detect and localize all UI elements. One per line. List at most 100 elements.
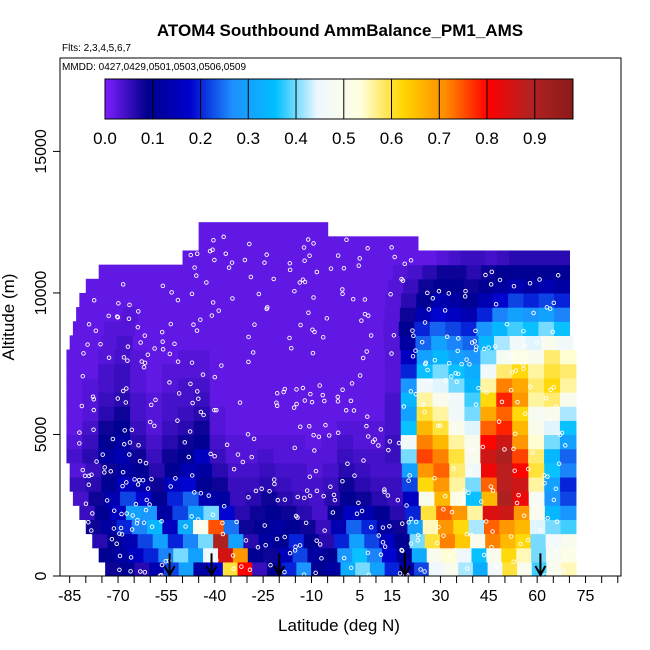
heatmap-cell xyxy=(114,448,131,464)
heatmap-cell xyxy=(279,222,284,237)
heatmap-cell xyxy=(544,448,561,464)
sample-point xyxy=(490,488,496,493)
heatmap-cell xyxy=(164,476,182,492)
heatmap-cell xyxy=(241,363,259,379)
sample-point xyxy=(365,434,371,439)
heatmap-cell xyxy=(128,264,144,280)
heatmap-cell xyxy=(225,434,243,450)
sample-point xyxy=(331,492,337,498)
sample-point xyxy=(220,531,226,537)
x-tick-label: -10 xyxy=(300,588,323,605)
sample-point xyxy=(382,489,387,494)
sample-point xyxy=(341,265,347,271)
heatmap-cell xyxy=(553,321,571,336)
sample-point xyxy=(110,436,116,442)
heatmap-cell xyxy=(303,222,309,237)
heatmap-cell xyxy=(98,448,115,464)
heatmap-cell xyxy=(110,505,127,520)
heatmap-cell xyxy=(493,278,510,294)
heatmap-cell xyxy=(507,321,524,336)
heatmap-cell xyxy=(293,292,310,308)
heatmap-cell xyxy=(450,491,467,506)
heatmap-cell xyxy=(210,222,216,237)
sample-point xyxy=(312,329,317,335)
x-tick-label: 60 xyxy=(528,588,546,605)
heatmap-cell xyxy=(432,434,450,450)
heatmap-cell xyxy=(461,307,478,322)
sample-point xyxy=(364,423,369,429)
heatmap-cell xyxy=(282,278,298,294)
heatmap-cell xyxy=(179,335,197,351)
heatmap-cell xyxy=(346,519,363,535)
heatmap-cell xyxy=(481,264,497,280)
sample-point xyxy=(447,360,452,366)
sample-point xyxy=(323,422,328,428)
colorbar-tick-label: 0.1 xyxy=(141,129,165,148)
heatmap-cell xyxy=(172,505,189,520)
heatmap-cell xyxy=(161,377,179,393)
y-axis: 0 5000 10000 15000 xyxy=(33,129,60,580)
heatmap-cell xyxy=(367,547,383,563)
heatmap-cell xyxy=(432,392,450,407)
sample-point xyxy=(264,252,269,257)
heatmap-cell xyxy=(367,321,384,336)
sample-point xyxy=(159,329,165,335)
sample-point xyxy=(418,567,423,572)
heatmap-cell xyxy=(352,363,370,379)
heatmap-cell xyxy=(352,377,370,393)
heatmap-cell xyxy=(321,349,338,365)
sample-point xyxy=(255,545,261,550)
sample-point xyxy=(274,536,280,542)
sample-point xyxy=(490,529,495,534)
heatmap-cell xyxy=(163,335,181,351)
heatmap-cell xyxy=(226,236,234,252)
heatmap-cell xyxy=(261,491,278,506)
heatmap-cell xyxy=(157,264,173,280)
heatmap-cell xyxy=(363,264,379,280)
profile-marker-arrow xyxy=(399,565,411,578)
heatmap-cell xyxy=(252,561,268,576)
sample-point xyxy=(130,513,135,518)
heatmap-cell xyxy=(142,264,159,280)
heatmap-cell xyxy=(312,278,329,294)
heatmap-cell xyxy=(384,307,401,322)
heatmap-cell xyxy=(66,448,83,464)
heatmap-cell xyxy=(405,505,422,520)
heatmap-cell xyxy=(161,420,179,436)
sample-point xyxy=(365,246,370,251)
heatmap-cell xyxy=(134,561,150,576)
sample-point xyxy=(508,387,514,393)
heatmap-cell xyxy=(315,236,323,252)
heatmap-cell xyxy=(321,363,338,379)
sample-point xyxy=(456,371,461,377)
heatmap-cell xyxy=(296,561,312,576)
heatmap-cell xyxy=(496,392,513,407)
sample-point xyxy=(147,502,152,507)
sample-point xyxy=(314,269,320,275)
sample-point xyxy=(259,486,264,492)
heatmap-cell xyxy=(217,547,234,563)
heatmap-cell xyxy=(512,349,529,365)
heatmap-cell xyxy=(146,448,163,464)
sample-point xyxy=(159,572,164,576)
heatmap-cell xyxy=(262,547,279,563)
sample-point xyxy=(293,513,299,519)
heatmap-cell xyxy=(352,392,370,407)
sample-point xyxy=(91,407,96,413)
heatmap-cell xyxy=(66,406,83,421)
heatmap-cell xyxy=(480,434,497,450)
heatmap-cell xyxy=(352,321,369,336)
heatmap-cell xyxy=(417,462,435,478)
sample-point xyxy=(432,358,438,363)
heatmap-cell xyxy=(76,307,93,322)
y-tick-label: 5000 xyxy=(33,417,50,453)
heatmap-cell xyxy=(513,505,530,520)
x-axis-label: Latitude (deg N) xyxy=(278,616,400,635)
sample-point xyxy=(399,521,405,526)
sample-point xyxy=(453,370,458,376)
heatmap-cell xyxy=(382,547,398,563)
heatmap-cell xyxy=(528,448,545,464)
sample-point xyxy=(252,322,257,327)
heatmap-cell xyxy=(512,448,529,464)
